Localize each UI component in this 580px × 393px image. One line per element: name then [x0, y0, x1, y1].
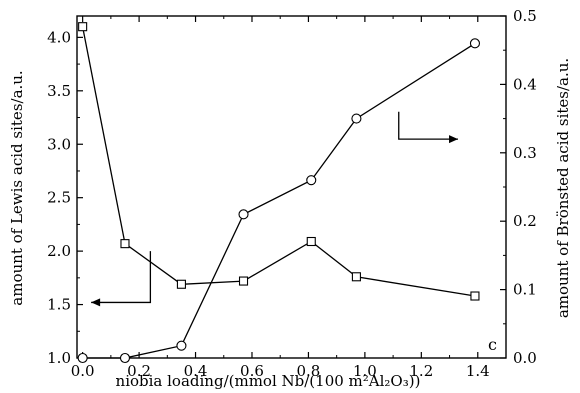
- x-tick-label: 0.8: [297, 362, 321, 380]
- bronsted-data-point: [238, 209, 249, 220]
- left-axis-arrow-line: [91, 251, 152, 304]
- x-tick-label: 1.0: [353, 362, 377, 380]
- right-y-tick-label: 0.2: [513, 212, 537, 230]
- lewis-data-point: [306, 236, 316, 247]
- left-arrow-head-icon: [91, 298, 101, 307]
- left-y-tick-label: 4.0: [47, 28, 71, 46]
- left-y-axis-ticks: 1.0 1.5 2.0 2.5 3.0 3.5 4.0: [47, 28, 83, 367]
- left-series-line: [81, 26, 476, 297]
- right-arrow-head-icon: [449, 135, 459, 144]
- plot-frame: [76, 15, 507, 359]
- panel-label: c: [488, 335, 497, 354]
- left-y-axis-title: amount of Lewis acid sites/a.u.: [8, 70, 26, 305]
- plot-border: [76, 15, 507, 359]
- bronsted-data-point: [306, 175, 317, 186]
- left-y-tick-label: 2.0: [47, 242, 71, 260]
- right-y-axis-title: amount of Brönsted acid sites/a.u.: [554, 58, 572, 318]
- axis-indicator-arrows: [91, 111, 459, 307]
- x-tick-label: 0.6: [240, 362, 264, 380]
- lewis-data-point: [176, 279, 186, 289]
- x-tick-label: 1.4: [466, 362, 490, 380]
- right-y-tick-label: 0.4: [513, 75, 537, 93]
- series-layer: [77, 22, 481, 364]
- bronsted-data-point: [77, 352, 88, 364]
- x-tick-label: 0.0: [71, 362, 95, 380]
- x-axis-ticks: 0.0 0.2 0.4 0.6 0.8 1.0 1.2 1.4: [71, 16, 490, 380]
- left-y-tick-label: 3.5: [47, 82, 71, 100]
- right-series-line: [82, 42, 476, 359]
- right-axis-arrow-line: [398, 111, 459, 140]
- right-y-tick-label: 0.5: [513, 7, 537, 25]
- x-tick-label: 0.4: [184, 362, 208, 380]
- lewis-data-point: [238, 276, 249, 286]
- left-y-tick-label: 1.5: [47, 296, 71, 314]
- left-y-tick-label: 3.0: [47, 135, 71, 153]
- x-tick-label: 1.2: [409, 362, 433, 380]
- bronsted-data-point: [469, 38, 481, 49]
- x-axis-title: niobia loading/(mmol Nb/(100 m²Al₂O₃)): [116, 372, 421, 390]
- left-y-tick-label: 1.0: [47, 349, 71, 367]
- right-y-tick-label: 0.3: [513, 144, 537, 162]
- lewis-data-point: [470, 291, 480, 301]
- right-y-tick-label: 0.0: [513, 349, 537, 367]
- lewis-data-point: [78, 22, 88, 32]
- x-tick-label: 0.2: [127, 362, 151, 380]
- right-y-axis-ticks: 0.0 0.1 0.2 0.3 0.4 0.5: [500, 7, 537, 367]
- left-y-tick-label: 2.5: [47, 189, 71, 207]
- lewis-data-point: [351, 272, 361, 282]
- right-y-tick-label: 0.1: [513, 281, 537, 299]
- bronsted-data-point: [119, 352, 131, 364]
- bronsted-data-point: [176, 340, 187, 351]
- bronsted-data-point: [351, 113, 362, 124]
- lewis-data-point: [120, 239, 130, 249]
